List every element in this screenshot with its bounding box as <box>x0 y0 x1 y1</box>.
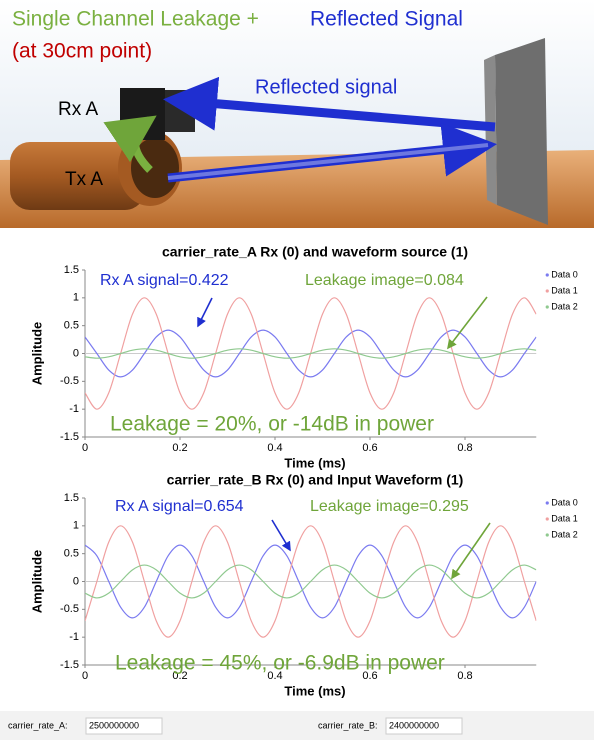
y-tick-label: -0.5 <box>60 603 79 615</box>
control-label: carrier_rate_B: <box>318 720 378 730</box>
line-series <box>85 348 537 359</box>
rx-label: Rx A <box>58 99 98 120</box>
x-axis-label: Time (ms) <box>284 683 345 698</box>
title-part2: Reflected Signal <box>310 8 463 31</box>
y-tick-label: 0 <box>73 575 79 587</box>
control-value[interactable]: 2500000000 <box>89 720 139 730</box>
transmit-arrow-highlight <box>167 143 489 180</box>
legend-marker <box>545 289 549 293</box>
annotation-arrow <box>447 296 488 350</box>
leakage-arrow <box>103 115 157 173</box>
legend-label: Data 0 <box>551 497 578 507</box>
y-tick-label: 1.5 <box>64 264 79 276</box>
illustration: Single Channel Leakage + Reflected Signa… <box>0 0 594 228</box>
charts: carrier_rate_A Rx (0) and waveform sourc… <box>29 244 577 699</box>
annotation: Rx A signal=0.422 <box>100 272 229 289</box>
title-part1: Single Channel Leakage + <box>12 8 259 31</box>
y-tick-label: 1.5 <box>64 492 79 504</box>
legend-label: Data 1 <box>551 513 578 523</box>
legend-marker <box>545 517 549 521</box>
annotation: Leakage image=0.295 <box>310 498 469 515</box>
y-tick-label: 0.5 <box>64 320 79 332</box>
legend-marker <box>545 273 549 277</box>
legend-label: Data 2 <box>551 301 578 311</box>
y-tick-label: -1 <box>69 403 79 415</box>
y-axis-label: Amplitude <box>29 322 44 386</box>
x-tick-label: 0.6 <box>362 670 377 682</box>
y-tick-label: -1 <box>69 631 79 643</box>
annotation-arrow <box>451 522 491 580</box>
legend-marker <box>545 533 549 537</box>
x-tick-label: 0 <box>82 442 88 454</box>
control-label: carrier_rate_A: <box>8 720 68 730</box>
annotation-arrow <box>271 519 291 552</box>
y-axis-label: Amplitude <box>29 550 44 614</box>
chart-title: carrier_rate_B Rx (0) and Input Waveform… <box>167 472 464 488</box>
reflected-label: Reflected signal <box>255 76 397 98</box>
y-tick-label: -1.5 <box>60 431 79 443</box>
y-tick-label: 1 <box>73 520 79 532</box>
x-tick-label: 0.2 <box>172 442 187 454</box>
x-tick-label: 0.2 <box>172 670 187 682</box>
annotation: Leakage image=0.084 <box>305 272 464 289</box>
reflected-arrow <box>163 76 496 132</box>
chart-title: carrier_rate_A Rx (0) and waveform sourc… <box>162 244 468 260</box>
reflector-panel <box>495 38 548 225</box>
x-tick-label: 0.8 <box>457 670 472 682</box>
x-tick-label: 0.4 <box>267 670 282 682</box>
line-series <box>85 329 537 378</box>
annotation: Leakage = 45%, or -6.9dB in power <box>115 652 445 675</box>
control-value[interactable]: 2400000000 <box>389 720 439 730</box>
line-series <box>85 525 537 638</box>
y-tick-label: -0.5 <box>60 375 79 387</box>
legend-marker <box>545 305 549 309</box>
line-series <box>85 564 537 599</box>
y-tick-label: 0.5 <box>64 548 79 560</box>
tx-label: Tx A <box>65 169 103 190</box>
transmit-arrow <box>167 122 497 183</box>
control-input[interactable] <box>385 717 463 735</box>
y-tick-label: -1.5 <box>60 659 79 671</box>
x-tick-label: 0.8 <box>457 442 472 454</box>
x-tick-label: 0.6 <box>362 442 377 454</box>
legend-marker <box>545 501 549 505</box>
chart: carrier_rate_A Rx (0) and waveform sourc… <box>29 244 577 471</box>
legend-label: Data 2 <box>551 529 578 539</box>
control-input[interactable] <box>85 717 163 735</box>
y-tick-label: 0 <box>73 347 79 359</box>
legend-label: Data 1 <box>551 285 578 295</box>
annotation-arrow <box>197 297 213 328</box>
x-axis-label: Time (ms) <box>284 455 345 470</box>
x-tick-label: 0.4 <box>267 442 282 454</box>
y-tick-label: 1 <box>73 292 79 304</box>
annotation: Rx A signal=0.654 <box>115 498 244 515</box>
chart: carrier_rate_B Rx (0) and Input Waveform… <box>29 472 577 699</box>
annotation: Leakage = 20%, or -14dB in power <box>110 413 434 436</box>
x-tick-label: 0 <box>82 670 88 682</box>
subtitle: (at 30cm point) <box>12 40 152 63</box>
legend-label: Data 0 <box>551 269 578 279</box>
